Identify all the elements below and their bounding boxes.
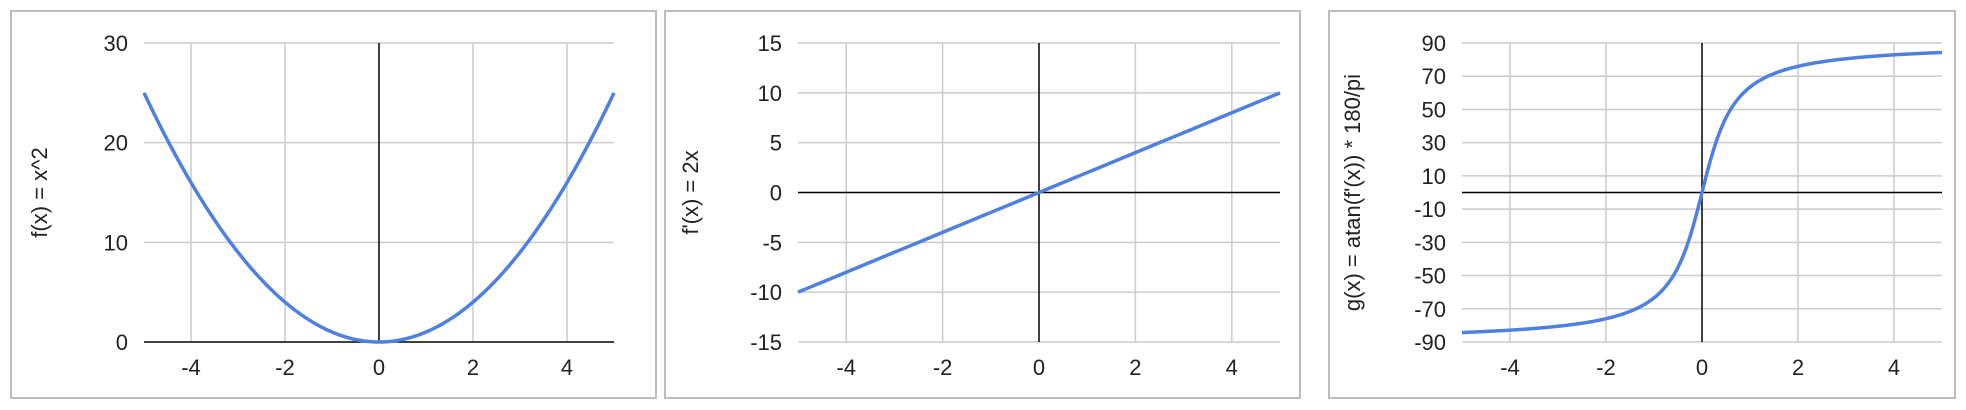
series-line bbox=[797, 91, 1281, 294]
x-tick-label: 0 bbox=[1033, 355, 1045, 380]
y-tick-label: 30 bbox=[1422, 131, 1446, 156]
x-tick-label: 2 bbox=[1792, 355, 1804, 380]
y-tick-label: -10 bbox=[750, 280, 782, 305]
y-tick-label: 10 bbox=[758, 81, 782, 106]
y-axis-title: f(x) = x^2 bbox=[27, 147, 52, 237]
y-tick-label: 90 bbox=[1422, 31, 1446, 56]
y-tick-label: -5 bbox=[762, 230, 782, 255]
chart-panel-fx: -4 -2 0 2 4 0 10 20 30 f(x) = x^2 bbox=[10, 10, 657, 399]
y-tick-label: 0 bbox=[116, 330, 128, 355]
series-line bbox=[142, 92, 616, 344]
y-tick-label: 10 bbox=[1422, 164, 1446, 189]
y-tick-label: 10 bbox=[104, 230, 128, 255]
x-tick-label: 4 bbox=[1226, 355, 1238, 380]
y-tick-label: 0 bbox=[770, 181, 782, 206]
chart-fprime: -4 -2 0 2 4 -15 -10 -5 0 5 10 15 f'(x) = 2x bbox=[678, 31, 1281, 380]
chart-gx: -4 -2 0 2 4 -90 -70 -50 -30 -10 10 30 50 70 90 g(x) = a… bbox=[1340, 31, 1943, 380]
y-tick-label: -90 bbox=[1414, 330, 1446, 355]
y-tick-label: -50 bbox=[1414, 264, 1446, 289]
x-tick-label: -2 bbox=[933, 355, 953, 380]
x-tick-label: -4 bbox=[1500, 355, 1520, 380]
x-tick-label: -4 bbox=[181, 355, 201, 380]
x-tick-label: 4 bbox=[561, 355, 573, 380]
y-tick-label: 20 bbox=[104, 131, 128, 156]
y-tick-label: -15 bbox=[750, 330, 782, 355]
y-tick-label: -30 bbox=[1414, 230, 1446, 255]
y-axis-title: g(x) = atan(f'(x)) * 180/pi bbox=[1340, 74, 1365, 311]
x-tick-label: -2 bbox=[275, 355, 295, 380]
x-tick-label: 0 bbox=[373, 355, 385, 380]
x-tick-label: 2 bbox=[1129, 355, 1141, 380]
x-tick-label: 2 bbox=[467, 355, 479, 380]
y-tick-label: 15 bbox=[758, 31, 782, 56]
x-tick-label: 4 bbox=[1888, 355, 1900, 380]
y-tick-label: 5 bbox=[770, 131, 782, 156]
y-tick-label: 70 bbox=[1422, 64, 1446, 89]
chart-panel-fprime: -4 -2 0 2 4 -15 -10 -5 0 5 10 15 f'(x) = 2x bbox=[664, 10, 1301, 399]
y-tick-label: -10 bbox=[1414, 197, 1446, 222]
y-axis-title: f'(x) = 2x bbox=[678, 150, 703, 234]
x-tick-label: -2 bbox=[1596, 355, 1616, 380]
y-tick-label: 50 bbox=[1422, 97, 1446, 122]
chart-fx: -4 -2 0 2 4 0 10 20 30 f(x) = x^2 bbox=[27, 31, 616, 380]
x-tick-label: -4 bbox=[836, 355, 856, 380]
series-line bbox=[1461, 50, 1943, 335]
chart-panel-gx: -4 -2 0 2 4 -90 -70 -50 -30 -10 10 30 50 70 90 g(x) = a… bbox=[1328, 10, 1956, 399]
y-tick-label: 30 bbox=[104, 31, 128, 56]
y-tick-label: -70 bbox=[1414, 297, 1446, 322]
x-tick-label: 0 bbox=[1696, 355, 1708, 380]
